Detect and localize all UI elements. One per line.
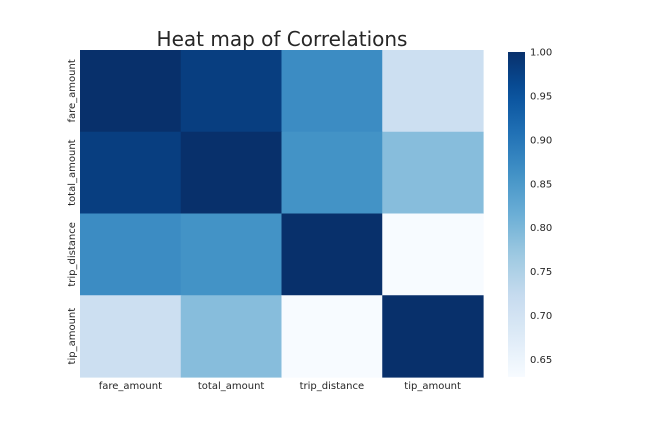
heatmap-cell-fare_amount-total_amount (180, 50, 283, 133)
x-tick-label: total_amount (198, 381, 265, 392)
heatmap-cell-tip_amount-fare_amount (80, 295, 182, 378)
y-tick-label: fare_amount (67, 59, 78, 122)
x-tick-label: fare_amount (99, 381, 162, 392)
colorbar-tick-label: 0.65 (530, 355, 552, 366)
heatmap-cell-tip_amount-total_amount (180, 295, 283, 378)
heatmap-cell-fare_amount-tip_amount (382, 50, 484, 133)
colorbar (508, 52, 525, 377)
heatmap-cell-total_amount-fare_amount (80, 131, 182, 215)
heatmap-cell-fare_amount-fare_amount (80, 50, 182, 133)
colorbar-tick-label: 0.75 (530, 267, 552, 278)
heatmap-cell-total_amount-tip_amount (382, 131, 484, 215)
heatmap-cell-trip_distance-fare_amount (80, 213, 182, 296)
heatmap-cell-tip_amount-tip_amount (382, 295, 484, 378)
colorbar-tick-label: 1.00 (530, 48, 552, 59)
colorbar-tick-label: 0.80 (530, 223, 552, 234)
x-tick-labels: fare_amount total_amount trip_distance tip_… (99, 381, 461, 392)
chart-title: Heat map of Correlations (157, 27, 408, 51)
y-tick-label: tip_amount (67, 308, 78, 365)
heatmap-cell-total_amount-trip_distance (281, 131, 383, 215)
colorbar-tick-label: 0.70 (530, 311, 552, 322)
y-tick-labels: fare_amount total_amount trip_distance tip_… (67, 59, 78, 364)
colorbar-tick-labels: 1.00 0.95 0.90 0.85 0.80 0.75 0.70 0.65 (530, 48, 552, 366)
colorbar-tick-label: 0.85 (530, 179, 552, 190)
colorbar-tick-label: 0.95 (530, 91, 552, 102)
heatmap-cell-total_amount-total_amount (180, 131, 283, 215)
y-tick-label: total_amount (67, 139, 78, 206)
heatmap-cell-trip_distance-tip_amount (382, 213, 484, 296)
x-tick-label: trip_distance (300, 381, 365, 392)
heatmap-cell-trip_distance-trip_distance (281, 213, 383, 296)
y-tick-label: trip_distance (67, 222, 78, 287)
heatmap-cell-fare_amount-trip_distance (281, 50, 383, 133)
x-tick-label: tip_amount (404, 381, 461, 392)
heatmap-cells (80, 50, 484, 378)
colorbar-tick-label: 0.90 (530, 135, 552, 146)
heatmap-cell-trip_distance-total_amount (180, 213, 283, 296)
heatmap-cell-tip_amount-trip_distance (281, 295, 383, 378)
